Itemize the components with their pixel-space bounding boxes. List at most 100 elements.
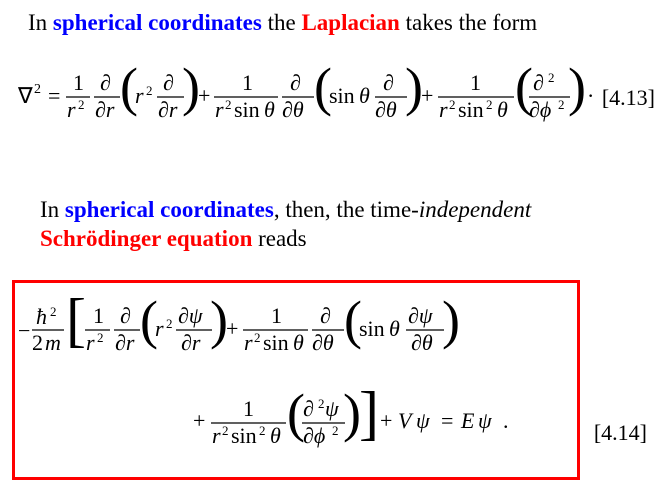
svg-text:θ: θ [497,97,508,122]
svg-text:+: + [198,83,210,108]
svg-text:∂r: ∂r [95,97,115,122]
svg-text:∂: ∂ [383,70,394,95]
txt: the [262,10,302,35]
svg-text:2: 2 [97,330,104,345]
svg-text:∂ψ: ∂ψ [408,303,433,328]
svg-text:ψ: ψ [478,408,492,433]
txt: In [40,197,65,222]
svg-text:∂θ: ∂θ [411,330,433,355]
svg-text:2: 2 [34,82,41,97]
svg-text:sin: sin [231,423,257,448]
svg-text:ψ: ψ [416,408,430,433]
txt: , then, the time- [274,197,419,222]
svg-text:): ) [568,57,586,117]
svg-text:1: 1 [242,70,253,95]
svg-text:∂θ: ∂θ [282,97,304,122]
intro-text-2: In spherical coordinates, then, the time… [40,196,531,254]
svg-text:ψ: ψ [325,396,339,421]
svg-text:1: 1 [271,303,282,328]
svg-text:.: . [503,408,509,433]
svg-text:∂ψ: ∂ψ [178,303,203,328]
svg-text:r: r [155,316,164,341]
txt: In [28,10,53,35]
svg-text:∂: ∂ [320,303,331,328]
svg-text:V: V [398,408,414,433]
txt-italic: independent [419,197,531,222]
svg-text:=: = [48,83,60,108]
equation-4-14: − ħ2 2m [ 1 r2 ∂ ∂r ( r2 ∂ψ ∂r ) + 1 r2 … [18,288,578,478]
svg-text:θ: θ [359,83,370,108]
svg-text:sin: sin [234,97,260,122]
equation-4-13: ∇ 2 = 1 r2 ∂ ∂r ( r2 ∂ ∂r ) + 1 r2 sinθ … [18,55,648,140]
txt: takes the form [400,10,537,35]
svg-text:2: 2 [225,97,232,112]
svg-text:]: ] [359,380,379,446]
svg-text:): ) [442,290,460,350]
svg-text:sin: sin [359,316,385,341]
txt-red: Schrödinger equation [40,226,252,251]
svg-text:∂: ∂ [533,70,544,95]
svg-text:1: 1 [243,396,254,421]
svg-text:sin: sin [329,83,355,108]
svg-text:∂: ∂ [120,303,131,328]
txt-blue: spherical coordinates [65,197,274,222]
svg-text:θ: θ [264,97,275,122]
svg-text:·: · [587,83,594,108]
svg-text:2: 2 [548,70,555,85]
svg-text:θ: θ [389,316,400,341]
svg-text:∂θ: ∂θ [312,330,334,355]
svg-text:1: 1 [470,70,481,95]
svg-text:∂ϕ: ∂ϕ [303,423,325,448]
txt-blue: spherical coordinates [53,10,262,35]
svg-text:2: 2 [259,423,266,438]
svg-text:r: r [215,97,224,122]
svg-text:[: [ [66,288,86,353]
svg-text:sin: sin [458,97,484,122]
svg-text:∂r: ∂r [181,330,201,355]
intro-text-1: In spherical coordinates the Laplacian t… [28,10,537,36]
svg-text:ħ: ħ [36,304,47,329]
svg-text:2: 2 [146,83,153,98]
svg-text:θ: θ [293,330,304,355]
svg-text:∇: ∇ [18,83,33,108]
txt: reads [252,226,306,251]
equation-number-4-14: [4.14] [594,420,647,446]
svg-text:1: 1 [73,70,84,95]
svg-text:∂: ∂ [290,70,301,95]
svg-text:2: 2 [318,396,325,411]
svg-text:θ: θ [270,423,281,448]
svg-text:2: 2 [254,330,261,345]
svg-text:∂r: ∂r [115,330,135,355]
svg-text:2: 2 [78,97,85,112]
svg-text:E: E [460,408,475,433]
txt-red: Laplacian [301,10,399,35]
svg-text:2: 2 [32,330,43,355]
svg-text:2: 2 [50,304,57,319]
svg-text:+: + [380,408,392,433]
svg-text:∂θ: ∂θ [375,97,397,122]
svg-text:r: r [67,97,76,122]
svg-text:sin: sin [263,330,289,355]
svg-text:∂: ∂ [163,70,174,95]
svg-text:+: + [226,316,238,341]
svg-text:2: 2 [486,97,493,112]
svg-text:2: 2 [222,423,229,438]
svg-text:∂: ∂ [303,396,314,421]
svg-text:2: 2 [166,316,173,331]
svg-text:1: 1 [93,303,104,328]
svg-text:∂r: ∂r [158,97,178,122]
svg-text:∂: ∂ [100,70,111,95]
svg-text:2: 2 [449,97,456,112]
svg-text:r: r [439,97,448,122]
svg-text:r: r [135,83,144,108]
svg-text:∂ϕ: ∂ϕ [529,97,551,122]
svg-text:r: r [244,330,253,355]
svg-text:r: r [212,423,221,448]
svg-text:2: 2 [558,97,565,112]
equation-number-4-13: [4.13] [602,85,655,111]
svg-text:+: + [421,83,433,108]
svg-text:+: + [193,408,205,433]
svg-text:=: = [441,408,453,433]
svg-text:2: 2 [332,423,339,438]
svg-text:m: m [45,330,61,355]
